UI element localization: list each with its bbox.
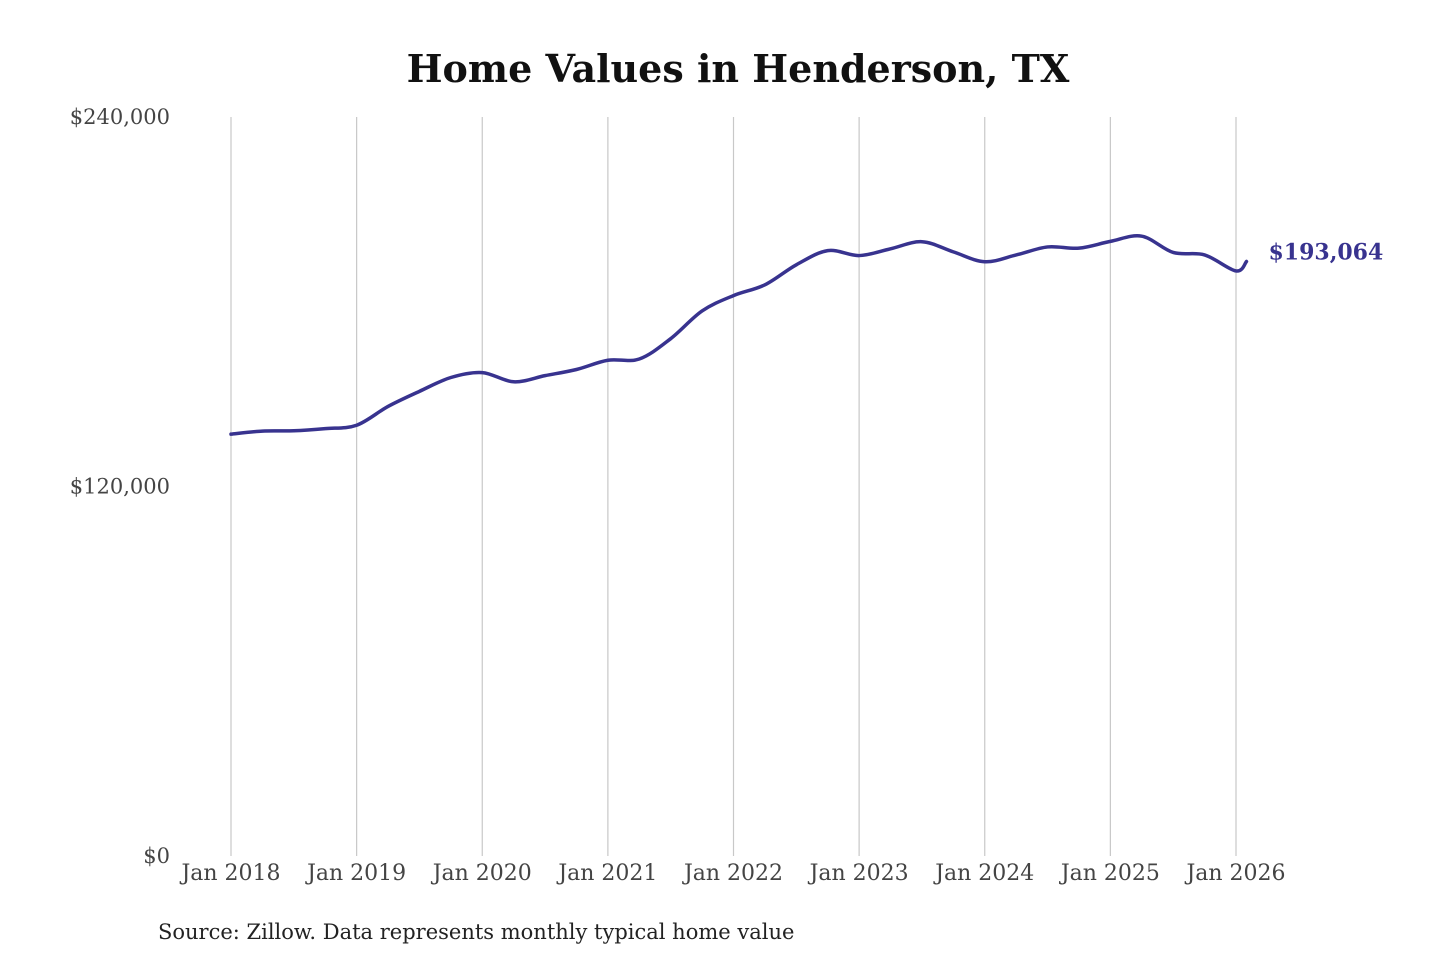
x-axis-ticks: Jan 2018 Jan 2019 Jan 2020 Jan 2021 Jan 2022… <box>179 861 1285 886</box>
x-tick-label: Jan 2026 <box>1184 861 1285 886</box>
chart-title: Home Values in Henderson, TX <box>407 46 1070 91</box>
series-layer: $193,064 <box>229 234 1383 436</box>
x-tick-label: Jan 2023 <box>808 861 909 886</box>
end-value-label: $193,064 <box>1268 240 1383 266</box>
x-tick-label: Jan 2024 <box>933 861 1034 886</box>
x-tick-label: Jan 2019 <box>305 861 406 886</box>
y-axis-ticks: $0 $120,000 $240,000 <box>70 105 170 868</box>
source-note: Source: Zillow. Data represents monthly … <box>158 920 794 944</box>
x-tick-label: Jan 2022 <box>682 861 783 886</box>
y-tick-label: $120,000 <box>70 475 170 499</box>
x-tick-label: Jan 2025 <box>1059 861 1160 886</box>
y-tick-label: $240,000 <box>70 105 170 129</box>
x-tick-label: Jan 2020 <box>431 861 532 886</box>
grid-layer <box>230 117 1237 856</box>
series-line <box>229 234 1249 436</box>
y-tick-label: $0 <box>143 844 170 868</box>
x-tick-label: Jan 2018 <box>179 861 280 886</box>
x-tick-label: Jan 2021 <box>556 861 657 886</box>
